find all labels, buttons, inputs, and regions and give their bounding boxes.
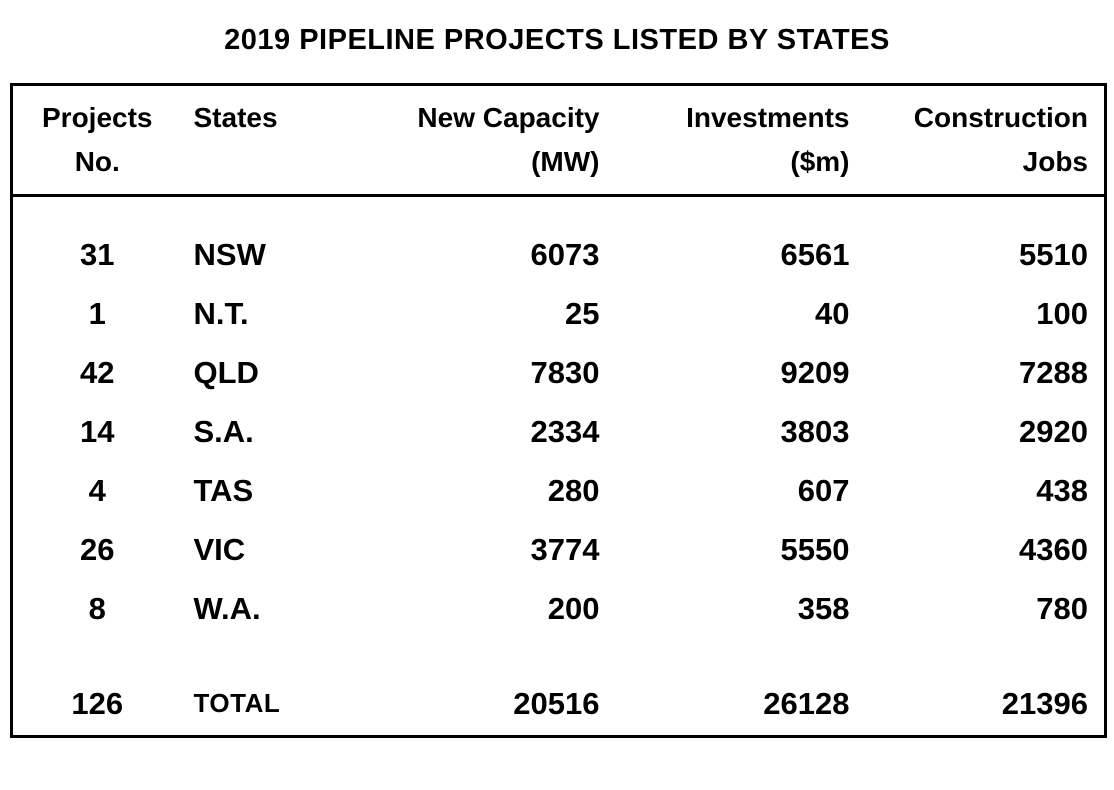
table-row-nsw: 31 NSW 6073 6561 5510 — [12, 226, 1106, 285]
cell-state: S.A. — [193, 414, 254, 449]
table-row-tas: 4 TAS 280 607 438 — [12, 462, 1106, 521]
cell-new-capacity: 6073 — [530, 237, 600, 272]
cell-projects: 8 — [88, 591, 106, 626]
table-row-total: 126 TOTAL 20516 26128 21396 — [12, 673, 1106, 737]
cell-state: W.A. — [193, 591, 261, 626]
cell-investments: 5550 — [780, 532, 850, 567]
col-subheader-no: No. — [11, 140, 182, 197]
cell-investments: 6561 — [780, 237, 850, 272]
cell-projects: 14 — [80, 414, 115, 449]
cell-total-investments: 26128 — [763, 685, 850, 721]
page-title: 2019 PIPELINE PROJECTS LISTED BY STATES — [224, 24, 890, 56]
cell-state: QLD — [193, 355, 259, 390]
table-body: 31 NSW 6073 6561 5510 1 N.T. 25 40 100 4… — [12, 196, 1106, 737]
cell-projects: 31 — [80, 237, 115, 272]
table-row-qld: 42 QLD 7830 9209 7288 — [12, 344, 1106, 403]
cell-jobs: 438 — [1036, 473, 1088, 508]
spacer-row — [12, 639, 1106, 673]
cell-jobs: 780 — [1036, 591, 1088, 626]
col-header-new-capacity: New Capacity — [417, 102, 600, 133]
col-header-investments: Investments — [686, 102, 850, 133]
cell-total-label: TOTAL — [193, 688, 281, 719]
header-row-2: No. (MW) ($m) Jobs — [11, 140, 1106, 197]
cell-jobs: 5510 — [1019, 237, 1088, 272]
cell-jobs: 7288 — [1019, 355, 1088, 390]
col-subheader-blank — [181, 140, 342, 197]
cell-new-capacity: 200 — [547, 591, 600, 626]
col-subheader-mw: (MW) — [341, 140, 612, 197]
cell-total-projects: 126 — [71, 685, 124, 721]
cell-new-capacity: 25 — [565, 296, 600, 331]
cell-projects: 42 — [80, 355, 115, 390]
cell-investments: 9209 — [780, 355, 850, 390]
cell-total-new-capacity: 20516 — [513, 685, 600, 721]
cell-state: VIC — [193, 532, 246, 567]
table-row-nt: 1 N.T. 25 40 100 — [12, 285, 1106, 344]
cell-state: TAS — [193, 473, 254, 508]
table-row-sa: 14 S.A. 2334 3803 2920 — [12, 403, 1106, 462]
cell-projects: 1 — [88, 296, 106, 331]
cell-state: N.T. — [193, 296, 249, 331]
cell-investments: 607 — [797, 473, 850, 508]
cell-new-capacity: 3774 — [530, 532, 600, 567]
cell-projects: 4 — [88, 473, 106, 508]
cell-projects: 26 — [80, 532, 115, 567]
pipeline-projects-table: Projects States New Capacity Investments… — [10, 83, 1107, 738]
cell-new-capacity: 7830 — [530, 355, 600, 390]
cell-total-jobs: 21396 — [1001, 685, 1088, 721]
col-header-states: States — [193, 102, 278, 133]
cell-jobs: 100 — [1036, 296, 1088, 331]
col-header-construction: Construction — [913, 102, 1088, 133]
col-subheader-jobs: Jobs — [861, 140, 1106, 197]
cell-investments: 358 — [797, 591, 850, 626]
col-header-projects: Projects — [42, 102, 153, 133]
cell-jobs: 2920 — [1019, 414, 1088, 449]
cell-investments: 3803 — [780, 414, 850, 449]
table-row-vic: 26 VIC 3774 5550 4360 — [12, 521, 1106, 580]
cell-investments: 40 — [815, 296, 850, 331]
spacer-row — [12, 196, 1106, 226]
cell-new-capacity: 2334 — [530, 414, 600, 449]
cell-jobs: 4360 — [1019, 532, 1088, 567]
table-header: Projects States New Capacity Investments… — [11, 85, 1106, 197]
table-row-wa: 8 W.A. 200 358 780 — [12, 580, 1106, 639]
header-row-1: Projects States New Capacity Investments… — [12, 85, 1106, 141]
cell-new-capacity: 280 — [547, 473, 600, 508]
col-subheader-sm: ($m) — [611, 140, 862, 197]
cell-state: NSW — [193, 237, 266, 272]
